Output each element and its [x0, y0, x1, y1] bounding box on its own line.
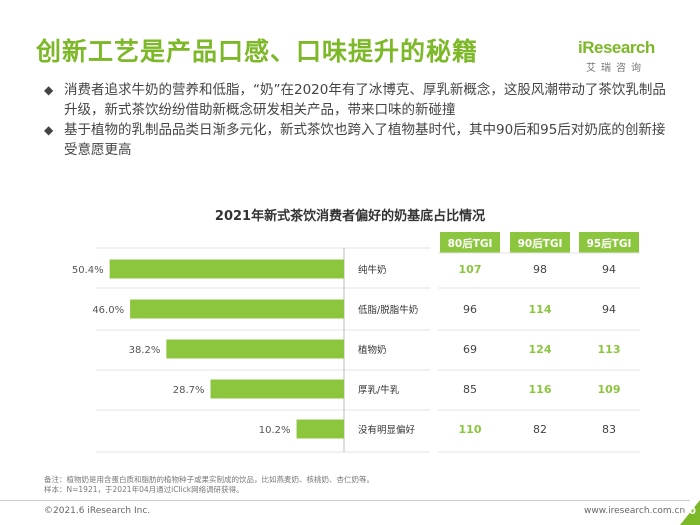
iresearch-logo: iResearch 艾瑞咨询	[578, 38, 655, 74]
table-header-label: 90后TGI	[518, 237, 563, 250]
table-cell: 110	[459, 423, 482, 436]
bullet-list: ◆ 消费者追求牛奶的营养和低脂，“奶”在2020年有了冰博克、厚乳新概念，这股风…	[44, 80, 674, 160]
logo-wordmark: iResearch	[578, 38, 655, 57]
category-label: 纯牛奶	[358, 264, 387, 276]
footnote-note: 备注：植物奶是用含蛋白质和脂肪的植物种子或果实制成的饮品，比如燕麦奶、核桃奶、杏…	[44, 475, 374, 484]
bar	[296, 419, 344, 439]
table-header-label: 80后TGI	[448, 237, 493, 250]
table-cell: 96	[463, 303, 477, 316]
table-cell: 94	[602, 263, 616, 276]
table-header-cell	[440, 232, 500, 253]
table-cell: 94	[602, 303, 616, 316]
footnote: 备注：植物奶是用含蛋白质和脂肪的植物种子或果实制成的饮品，比如燕麦奶、核桃奶、杏…	[44, 475, 374, 495]
table-cell: 69	[463, 343, 477, 356]
bar	[166, 339, 344, 359]
table-cell: 83	[602, 423, 616, 436]
table-cell: 98	[533, 263, 547, 276]
chart-svg: 50.4% 纯牛奶 46.0% 低脂/脱脂牛奶 38.2% 植物奶 28.7% 厚乳/牛乳 10…	[72, 232, 640, 453]
table-cell: 114	[529, 303, 552, 316]
category-label: 厚乳/牛乳	[358, 384, 400, 396]
bullet-item: ◆ 消费者追求牛奶的营养和低脂，“奶”在2020年有了冰博克、厚乳新概念，这股风…	[44, 80, 674, 120]
diamond-bullet-icon: ◆	[44, 123, 54, 137]
website-link[interactable]: www.iresearch.com.cn	[584, 506, 686, 516]
page-title: 创新工艺是产品口感、口味提升的秘籍	[36, 37, 479, 66]
table-header-cell	[510, 232, 570, 253]
category-label: 没有明显偏好	[358, 424, 416, 436]
bullet-text: 消费者追求牛奶的营养和低脂，“奶”在2020年有了冰博克、厚乳新概念，这股风潮带…	[64, 82, 666, 118]
page-number: 10	[682, 506, 696, 517]
data-label: 28.7%	[173, 385, 205, 396]
bar	[130, 299, 344, 319]
table-header-cell	[579, 232, 639, 253]
table-cell: 116	[529, 383, 552, 396]
page-corner-decoration	[680, 500, 700, 525]
table-cell: 113	[598, 343, 621, 356]
table-header-label: 95后TGI	[587, 237, 632, 250]
table-cell: 124	[529, 343, 552, 356]
table-cell: 82	[533, 423, 547, 436]
copyright-text: ©2021.6 iResearch Inc.	[44, 506, 151, 516]
bar	[109, 259, 344, 279]
data-label: 38.2%	[129, 345, 161, 356]
bullet-item: ◆ 基于植物的乳制品品类日渐多元化，新式茶饮也跨入了植物基时代，其中90后和95…	[44, 120, 674, 160]
chart-title: 2021年新式茶饮消费者偏好的奶基底占比情况	[214, 209, 486, 224]
diamond-bullet-icon: ◆	[44, 83, 54, 97]
bar	[210, 379, 344, 399]
table-cell: 107	[459, 263, 482, 276]
logo-subtitle: 艾瑞咨询	[586, 63, 646, 74]
table-cell: 109	[598, 383, 621, 396]
footnote-sample: 样本：N=1921，于2021年04月通过iClick网络调研获得。	[44, 485, 244, 494]
data-label: 10.2%	[259, 425, 291, 436]
data-label: 50.4%	[72, 265, 104, 276]
category-label: 植物奶	[358, 344, 387, 356]
table-cell: 85	[463, 383, 477, 396]
footer-divider	[0, 500, 690, 501]
category-label: 低脂/脱脂牛奶	[358, 304, 418, 316]
bullet-text: 基于植物的乳制品品类日渐多元化，新式茶饮也跨入了植物基时代，其中90后和95后对…	[64, 122, 666, 158]
data-label: 46.0%	[92, 305, 124, 316]
